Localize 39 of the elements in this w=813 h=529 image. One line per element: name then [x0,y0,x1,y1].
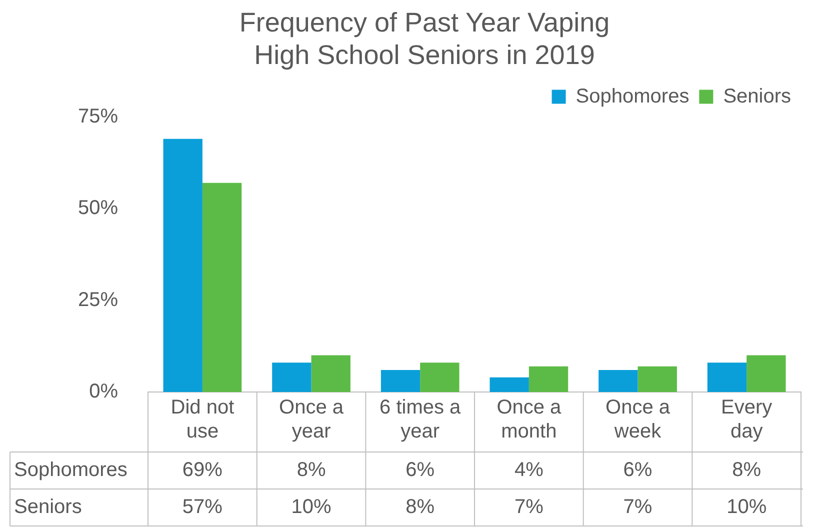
y-tick-label: 25% [78,288,118,311]
bar [311,355,350,392]
bar [490,377,529,392]
bar [272,362,312,392]
data-label: 8% [296,459,326,482]
x-tick-label: Once a week [606,396,671,443]
bar [202,182,242,392]
data-label: 4% [514,459,544,482]
data-label: 6% [623,459,652,482]
bar [598,370,638,392]
data-label: 10% [726,496,767,518]
data-label: 10% [291,496,332,518]
x-tick-label: Did not use [170,396,235,443]
x-tick-label: Once a month [496,396,562,443]
y-tick-label: 50% [78,197,118,220]
x-tick-label: Every day [721,396,772,443]
bar [638,366,677,392]
bar [163,138,202,392]
bar [420,362,460,392]
y-tick-label: 75% [78,105,118,128]
y-tick-label: 0% [89,380,118,403]
text: Sophomores [14,459,128,482]
data-label: 57% [182,496,223,518]
data-label: 7% [623,496,652,518]
data-label: 8% [732,459,762,482]
x-tick-label: 6 times a year [380,396,462,443]
bar [746,355,786,392]
legend-label: Sophomores [576,85,690,108]
chart-title: Frequency of Past Year Vaping High School Seniors in 2019 [239,8,610,70]
x-tick-label: Once a year [279,396,344,443]
data-label: 8% [406,496,435,518]
data-label: 6% [406,459,435,482]
bar [528,366,568,392]
bar [707,362,747,392]
data-label: 7% [514,496,544,518]
data-label: 69% [182,459,223,482]
bar [380,370,420,392]
legend-label: Seniors [723,85,791,108]
text: Seniors [14,496,82,518]
